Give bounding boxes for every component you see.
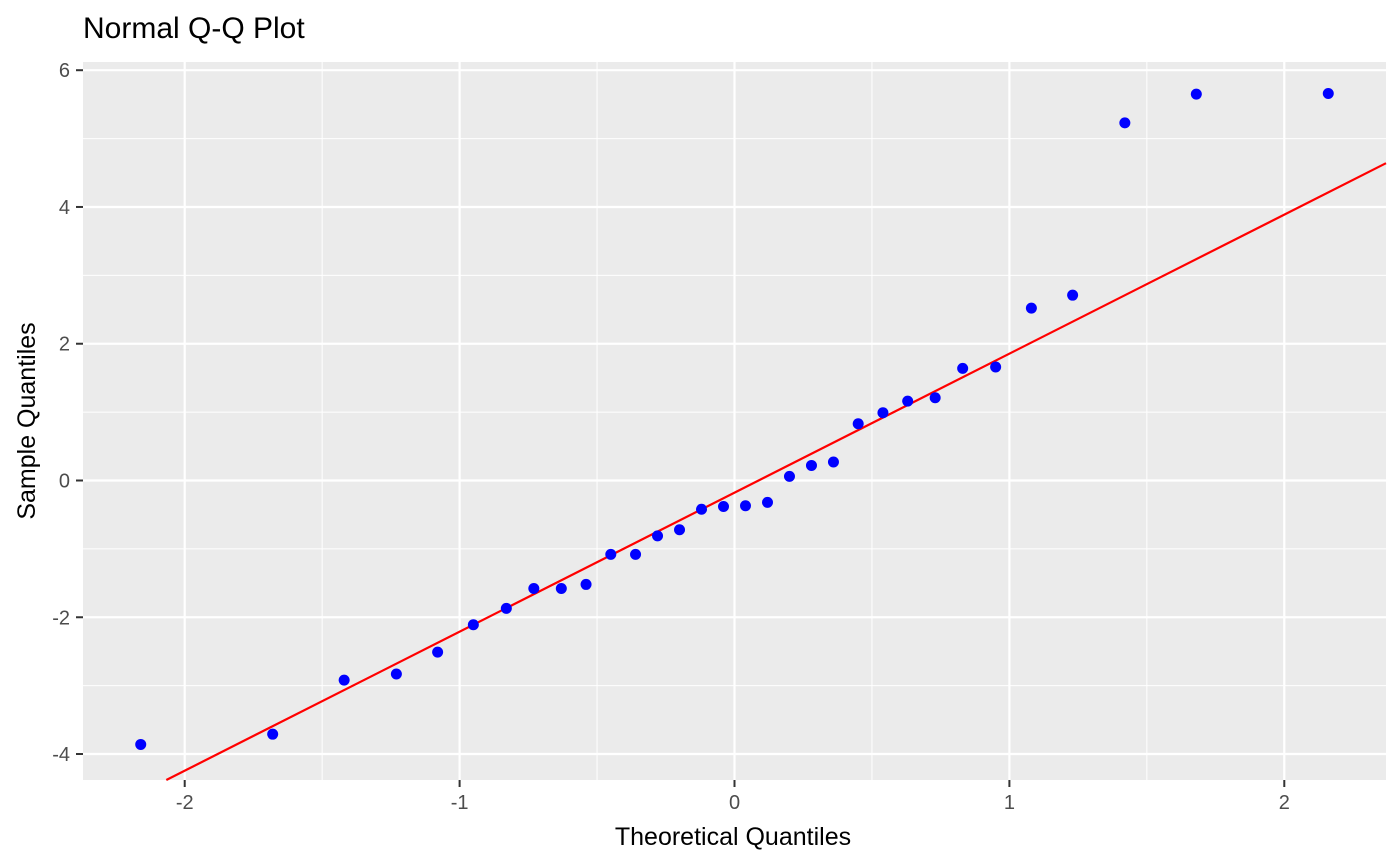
data-point <box>827 456 839 468</box>
data-point <box>1119 117 1131 129</box>
data-point <box>338 674 350 686</box>
data-point <box>990 361 1002 373</box>
x-tick-label: 1 <box>1004 792 1015 814</box>
data-point <box>805 459 817 471</box>
x-axis-tick-labels: -2 -1 0 1 2 <box>176 792 1290 814</box>
data-point <box>696 503 708 515</box>
data-point <box>467 619 479 631</box>
data-point <box>1067 289 1079 301</box>
data-point <box>390 668 402 680</box>
data-point <box>630 548 642 560</box>
chart-title: Normal Q-Q Plot <box>83 12 305 45</box>
data-point <box>929 392 941 404</box>
data-point <box>135 738 147 750</box>
major-gridlines <box>83 62 1386 780</box>
data-point <box>902 395 914 407</box>
y-tick-label: 0 <box>59 470 70 492</box>
y-tick-label: 6 <box>59 60 70 82</box>
y-axis-title: Sample Quantiles <box>13 322 41 519</box>
data-point <box>1190 88 1202 100</box>
x-tick-label: -1 <box>451 792 469 814</box>
y-tick-label: 4 <box>59 197 70 219</box>
data-point <box>1322 87 1334 99</box>
y-tick-label: 2 <box>59 334 70 356</box>
data-point <box>739 500 751 512</box>
data-point <box>957 362 969 374</box>
data-point <box>500 602 512 614</box>
y-tick-label: -2 <box>52 607 70 629</box>
reference-line-group <box>165 162 1387 781</box>
data-point <box>528 583 540 595</box>
x-axis-title: Theoretical Quantiles <box>615 823 851 851</box>
data-point <box>761 496 773 508</box>
data-points <box>135 87 1334 750</box>
data-point <box>652 530 664 542</box>
y-tick-label: -4 <box>52 744 70 766</box>
data-point <box>674 524 686 536</box>
data-point <box>555 583 567 595</box>
y-axis-tick-labels: -4 -2 0 2 4 6 <box>52 60 70 766</box>
data-point <box>1025 302 1037 314</box>
data-point <box>877 407 889 419</box>
x-tick-label: 2 <box>1279 792 1290 814</box>
x-tick-label: 0 <box>729 792 740 814</box>
data-point <box>718 500 730 512</box>
reference-line <box>165 162 1387 781</box>
data-point <box>580 578 592 590</box>
axis-tick-marks <box>76 69 1286 787</box>
data-point <box>267 728 279 740</box>
data-point <box>852 418 864 430</box>
data-point <box>432 646 444 658</box>
data-point <box>783 470 795 482</box>
data-point <box>605 548 617 560</box>
x-tick-label: -2 <box>176 792 194 814</box>
